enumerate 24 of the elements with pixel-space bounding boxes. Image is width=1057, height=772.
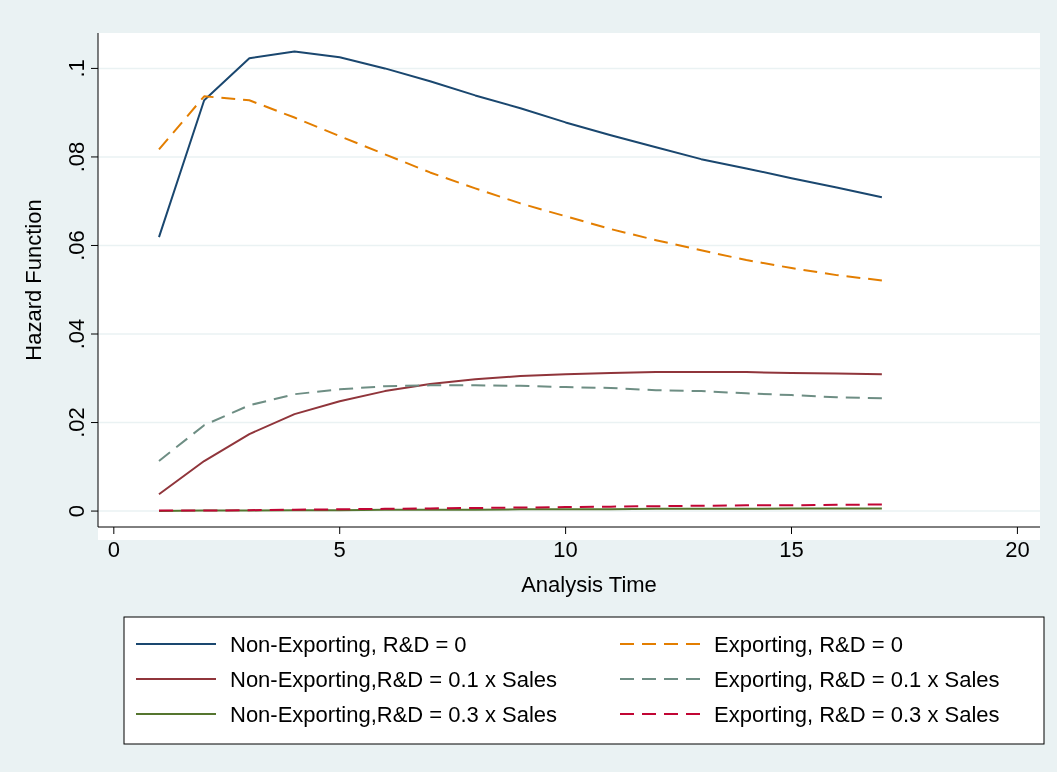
line-series [157, 371, 883, 496]
x-tick-label: 0 [107, 537, 120, 562]
y-tick-label: .06 [64, 230, 89, 261]
y-tick-label: .1 [64, 59, 89, 78]
legend-label: Exporting, R&D = 0.1 x Sales [714, 667, 1000, 692]
x-tick-label: 10 [553, 537, 578, 562]
line-series [157, 50, 883, 239]
x-tick-label: 5 [333, 537, 346, 562]
y-tick-label: .02 [64, 407, 89, 438]
y-tick-label: .04 [64, 318, 89, 350]
legend-label: Non-Exporting, R&D = 0 [230, 632, 467, 657]
y-tick-label: .08 [64, 141, 89, 173]
y-tick-label: 0 [64, 504, 89, 518]
x-tick-label: 20 [1005, 537, 1030, 562]
legend-label: Non-Exporting,R&D = 0.1 x Sales [230, 667, 558, 692]
line-series [157, 95, 883, 282]
legend-label: Exporting, R&D = 0 [714, 632, 903, 657]
x-tick-label: 15 [779, 537, 804, 562]
y-axis-title: Hazard Function [21, 199, 46, 361]
line-series [157, 384, 883, 463]
legend-label: Non-Exporting,R&D = 0.3 x Sales [230, 702, 558, 727]
line-series [157, 503, 883, 512]
x-axis-title: Analysis Time [521, 572, 657, 597]
legend-label: Exporting, R&D = 0.3 x Sales [714, 702, 1000, 727]
